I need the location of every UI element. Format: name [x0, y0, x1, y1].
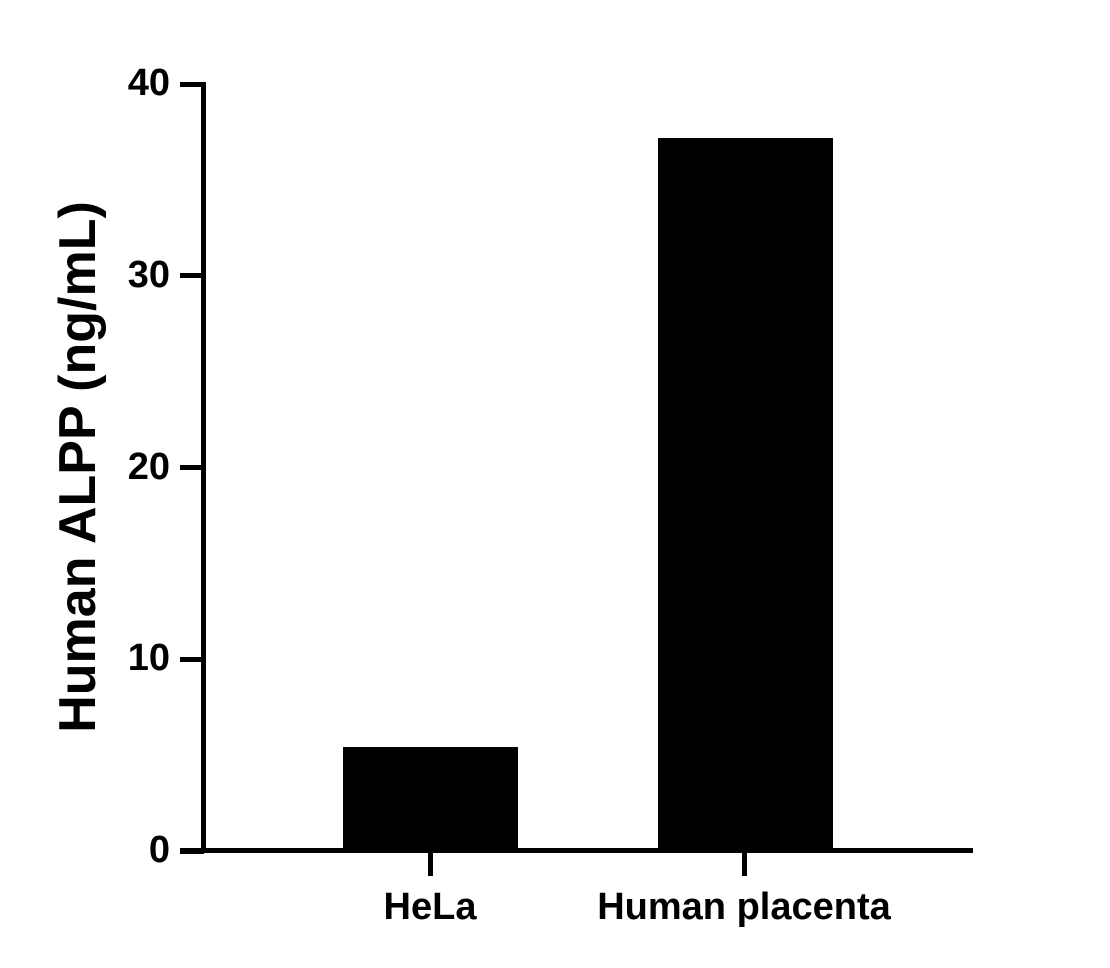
- y-tick-label: 20: [127, 445, 170, 488]
- y-axis-label: Human ALPP (ng/mL): [49, 201, 107, 733]
- y-tick-mark: [180, 465, 204, 470]
- y-tick-mark: [180, 656, 204, 662]
- y-tick-mark: [180, 848, 204, 854]
- x-axis-line: [180, 848, 973, 853]
- y-tick-mark: [180, 81, 204, 87]
- x-tick-label: HeLa: [383, 886, 477, 928]
- y-tick-label: 30: [127, 253, 170, 296]
- bar-human-placenta: [658, 137, 833, 851]
- x-tick-mark: [741, 851, 747, 876]
- y-tick-mark: [180, 273, 204, 279]
- x-tick-mark: [427, 851, 433, 876]
- y-tick-label: 0: [148, 829, 170, 871]
- x-tick-label: Human placenta: [597, 886, 891, 928]
- bar-hela: [343, 747, 518, 851]
- y-tick-label: 10: [127, 637, 170, 680]
- y-tick-label: 40: [127, 62, 170, 104]
